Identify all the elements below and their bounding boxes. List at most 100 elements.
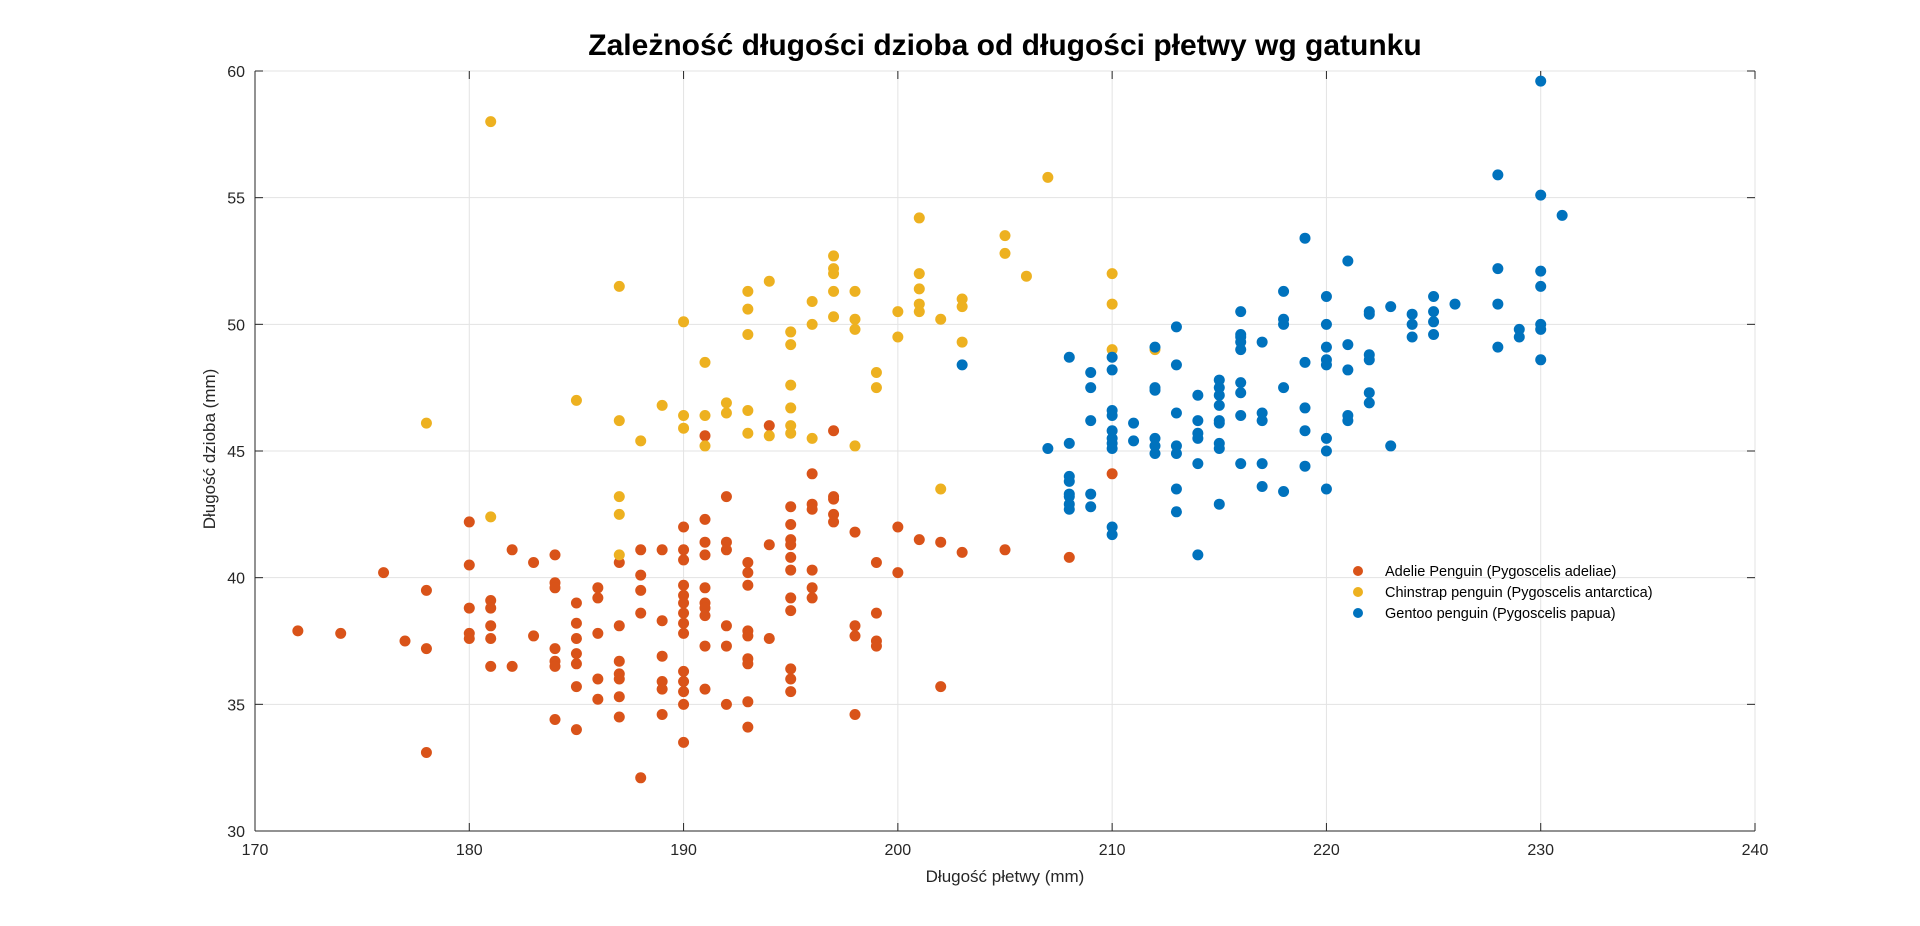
data-point (1106, 425, 1118, 437)
data-point (656, 708, 668, 720)
data-point (549, 714, 561, 726)
data-point (1535, 323, 1547, 335)
series-1 (420, 116, 1161, 561)
legend-label: Adelie Penguin (Pygoscelis adeliae) (1385, 564, 1616, 580)
y-tick-label: 40 (227, 571, 245, 588)
data-point (1492, 169, 1504, 181)
data-point (1256, 480, 1268, 492)
data-point (1363, 354, 1375, 366)
data-point (1492, 263, 1504, 275)
data-point (485, 511, 497, 523)
data-point (1106, 298, 1118, 310)
data-point (1235, 410, 1247, 422)
x-axis-label: Długość płetwy (mm) (926, 867, 1085, 886)
series-0 (292, 420, 1118, 784)
data-point (678, 316, 690, 328)
data-point (420, 643, 432, 655)
data-point (1363, 397, 1375, 409)
data-point (742, 567, 754, 579)
data-point (1299, 425, 1311, 437)
data-point (678, 665, 690, 677)
data-point (1342, 415, 1354, 427)
data-point (806, 318, 818, 330)
data-point (463, 632, 475, 644)
data-point (1535, 75, 1547, 87)
data-point (1320, 359, 1332, 371)
data-point (1278, 285, 1290, 297)
data-point (699, 536, 711, 548)
data-point (913, 283, 925, 295)
legend-marker (1353, 566, 1363, 576)
data-point (1385, 301, 1397, 313)
data-point (742, 328, 754, 340)
data-point (463, 516, 475, 528)
data-point (1149, 448, 1161, 460)
data-point (656, 676, 668, 688)
data-point (785, 402, 797, 414)
data-point (528, 556, 540, 568)
data-point (1085, 366, 1097, 378)
data-point (1213, 382, 1225, 394)
data-point (785, 427, 797, 439)
data-point (699, 610, 711, 622)
data-point (1449, 298, 1461, 310)
data-point (806, 564, 818, 576)
data-point (1192, 432, 1204, 444)
legend-marker (1353, 587, 1363, 597)
data-point (678, 676, 690, 688)
data-point (1106, 442, 1118, 454)
data-point (1363, 387, 1375, 399)
data-point (1535, 354, 1547, 366)
data-point (720, 491, 732, 503)
data-point (1299, 232, 1311, 244)
data-point (678, 736, 690, 748)
data-point (742, 404, 754, 416)
data-point (742, 556, 754, 568)
data-point (463, 559, 475, 571)
data-point (699, 513, 711, 525)
data-point (635, 569, 647, 581)
data-point (1170, 359, 1182, 371)
data-point (1428, 328, 1440, 340)
data-point (763, 420, 775, 432)
data-point (806, 503, 818, 515)
data-point (828, 250, 840, 262)
y-tick-label: 60 (227, 64, 245, 81)
data-point (849, 313, 861, 325)
data-point (1406, 331, 1418, 343)
data-point (849, 440, 861, 452)
data-point (1342, 339, 1354, 351)
data-point (720, 397, 732, 409)
data-point (785, 379, 797, 391)
data-point (699, 640, 711, 652)
data-point (806, 432, 818, 444)
data-point (1363, 308, 1375, 320)
data-point (785, 592, 797, 604)
data-point (1428, 316, 1440, 328)
x-tick-label: 190 (670, 842, 697, 859)
data-point (613, 655, 625, 667)
data-point (870, 366, 882, 378)
data-point (742, 658, 754, 670)
data-point (335, 627, 347, 639)
data-point (806, 582, 818, 594)
data-point (1149, 440, 1161, 452)
data-point (720, 698, 732, 710)
x-tick-label: 200 (885, 842, 912, 859)
data-point (1278, 318, 1290, 330)
data-point (806, 468, 818, 480)
data-point (1213, 417, 1225, 429)
data-point (742, 630, 754, 642)
data-point (999, 230, 1011, 242)
data-point (1192, 549, 1204, 561)
data-point (1106, 529, 1118, 541)
data-point (1535, 280, 1547, 292)
data-point (506, 660, 518, 672)
data-point (1063, 437, 1075, 449)
data-point (399, 635, 411, 647)
tick-labels: 170 180 190 200 210 220 230 240 30 35 40 45 50 55 60 (227, 64, 1768, 859)
chart-title: Zależność długości dzioba od długości pł… (588, 29, 1421, 62)
data-point (592, 673, 604, 685)
data-point (1106, 344, 1118, 356)
data-point (892, 521, 904, 533)
